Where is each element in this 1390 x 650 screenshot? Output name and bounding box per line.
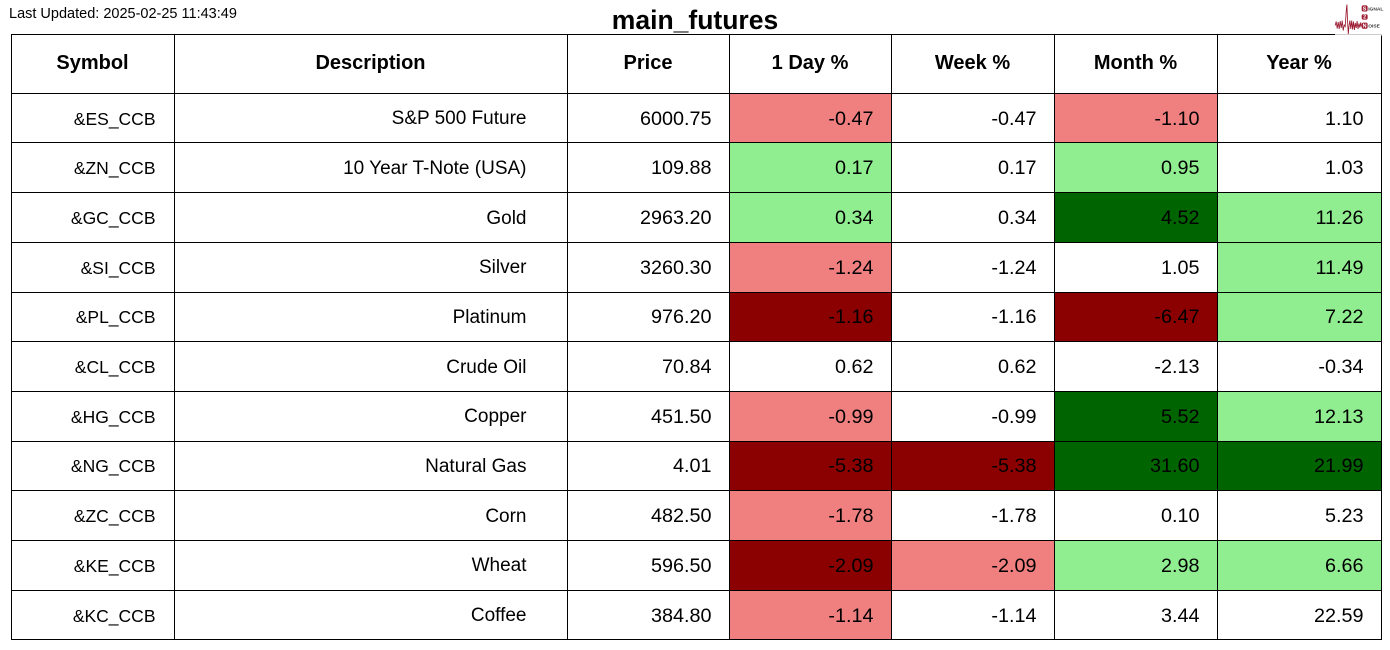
svg-text:N: N — [1363, 24, 1367, 30]
svg-text:S: S — [1363, 6, 1367, 12]
svg-text:IGNAL: IGNAL — [1368, 7, 1383, 13]
svg-text:OISE: OISE — [1368, 24, 1380, 30]
svg-text:2: 2 — [1363, 15, 1366, 21]
